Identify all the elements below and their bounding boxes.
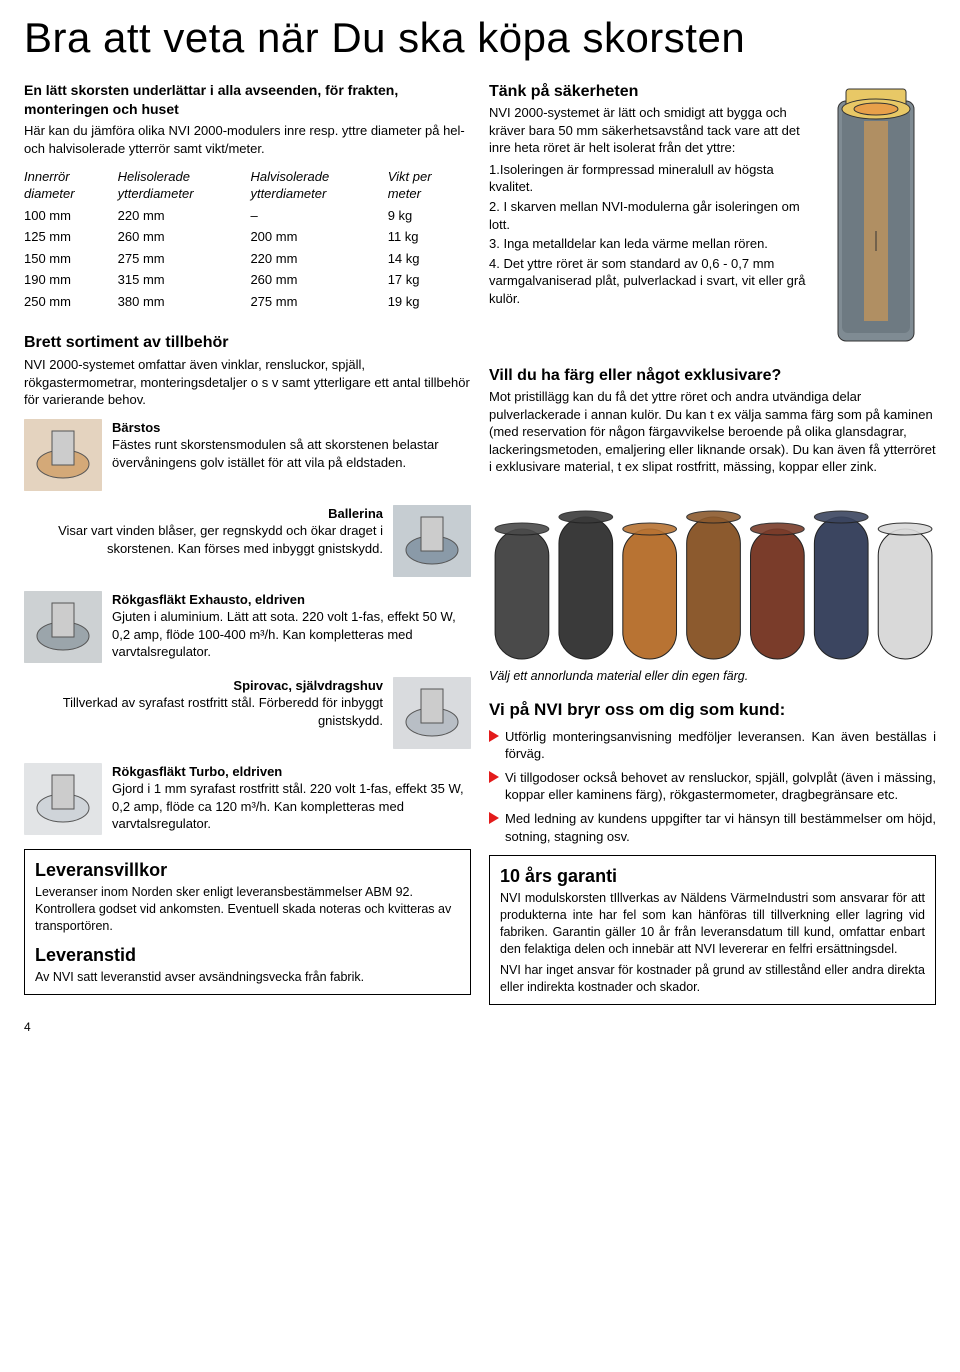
accessory-title: Spirovac, självdragshuv	[24, 677, 383, 695]
page-title: Bra att veta när Du ska köpa skorsten	[24, 10, 936, 67]
arrow-icon	[489, 771, 499, 783]
table-cell: 260 mm	[250, 269, 387, 291]
table-cell: 100 mm	[24, 205, 118, 227]
color-caption: Välj ett annorlunda material eller din e…	[489, 668, 936, 685]
warranty-p2: NVI har inget ansvar för kostnader på gr…	[500, 962, 925, 996]
page-number: 4	[24, 1019, 936, 1035]
exclusive-text: Mot pristillägg kan du få det yttre röre…	[489, 388, 936, 476]
warranty-box: 10 års garanti NVI modulskorsten tIllver…	[489, 855, 936, 1005]
accessory-title: Bärstos	[112, 419, 471, 437]
table-row: 150 mm275 mm220 mm14 kg	[24, 248, 471, 270]
table-row: 250 mm380 mm275 mm19 kg	[24, 291, 471, 313]
table-row: 100 mm220 mm–9 kg	[24, 205, 471, 227]
accessory-desc: Gjord i 1 mm syrafast rostfritt stål. 22…	[112, 780, 471, 833]
left-column: En lätt skorsten underlättar i alla avse…	[24, 81, 471, 1005]
table-cell: 250 mm	[24, 291, 118, 313]
accessory-item: Rökgasfläkt Turbo, eldrivenGjord i 1 mm …	[24, 763, 471, 835]
table-cell: 19 kg	[388, 291, 471, 313]
intro-heading: En lätt skorsten underlättar i alla avse…	[24, 81, 471, 119]
delivery-text-1: Leveranser inom Norden sker enligt lever…	[35, 884, 460, 935]
table-cell: 200 mm	[250, 226, 387, 248]
bullet-text: Med ledning av kundens uppgifter tar vi …	[505, 810, 936, 845]
right-column: Tänk på säkerheten NVI 2000-systemet är …	[489, 81, 936, 1005]
accessory-item: BärstosFästes runt skorstensmodulen så a…	[24, 419, 471, 491]
table-cell: 11 kg	[388, 226, 471, 248]
table-row: 190 mm315 mm260 mm17 kg	[24, 269, 471, 291]
accessory-title: Rökgasfläkt Exhausto, eldriven	[112, 591, 471, 609]
customer-bullet: Med ledning av kundens uppgifter tar vi …	[489, 810, 936, 845]
accessory-icon	[393, 677, 471, 749]
accessory-icon	[24, 763, 102, 835]
table-cell: 275 mm	[250, 291, 387, 313]
delivery-title-2: Leveranstid	[35, 943, 460, 967]
bullet-text: Utförlig monteringsanvisning medföljer l…	[505, 728, 936, 763]
table-cell: 9 kg	[388, 205, 471, 227]
accessory-item: BallerinaVisar vart vinden blåser, ger r…	[24, 505, 471, 577]
table-cell: 315 mm	[118, 269, 251, 291]
th-heliso: Helisolerade ytterdiameter	[118, 166, 251, 205]
safety-list-item: 1.Isoleringen är formpressad mineralull …	[489, 161, 806, 196]
table-row: 125 mm260 mm200 mm11 kg	[24, 226, 471, 248]
table-cell: 275 mm	[118, 248, 251, 270]
table-cell: 220 mm	[118, 205, 251, 227]
accessory-icon	[393, 505, 471, 577]
table-cell: 380 mm	[118, 291, 251, 313]
accessory-item: Spirovac, självdragshuvTillverkad av syr…	[24, 677, 471, 749]
accessory-title: Ballerina	[24, 505, 383, 523]
main-columns: En lätt skorsten underlättar i alla avse…	[24, 81, 936, 1005]
delivery-box: Leveransvillkor Leveranser inom Norden s…	[24, 849, 471, 995]
sortiment-text: NVI 2000-systemet omfattar även vinklar,…	[24, 356, 471, 409]
kund-title: Vi på NVI bryr oss om dig som kund:	[489, 699, 936, 722]
delivery-text-2: Av NVI satt leveranstid avser avsändning…	[35, 969, 460, 986]
arrow-icon	[489, 730, 499, 742]
intro-text: Här kan du jämföra olika NVI 2000-module…	[24, 122, 471, 157]
accessory-desc: Visar vart vinden blåser, ger regnskydd …	[24, 522, 383, 557]
accessory-desc: Gjuten i aluminium. Lätt att sota. 220 v…	[112, 608, 471, 661]
th-halviso: Halvisolerade ytterdiameter	[250, 166, 387, 205]
bullet-text: Vi tillgodoser också behovet av rensluck…	[505, 769, 936, 804]
delivery-title-1: Leveransvillkor	[35, 858, 460, 882]
warranty-p1: NVI modulskorsten tIllverkas av Näldens …	[500, 890, 925, 958]
safety-list-item: 2. I skarven mellan NVI-modulerna går is…	[489, 198, 806, 233]
exclusive-title: Vill du ha färg eller något exklusivare?	[489, 365, 936, 387]
safety-title: Tänk på säkerheten	[489, 81, 806, 103]
accessory-icon	[24, 419, 102, 491]
table-cell: 14 kg	[388, 248, 471, 270]
table-cell: 190 mm	[24, 269, 118, 291]
th-weight: Vikt per meter	[388, 166, 471, 205]
table-header-row: Innerrör diameter Helisolerade ytterdiam…	[24, 166, 471, 205]
diameter-table: Innerrör diameter Helisolerade ytterdiam…	[24, 166, 471, 313]
pipe-colors-image	[489, 484, 936, 664]
safety-list-item: 3. Inga metalldelar kan leda värme mella…	[489, 235, 806, 253]
customer-bullet: Vi tillgodoser också behovet av rensluck…	[489, 769, 936, 804]
sortiment-title: Brett sortiment av tillbehör	[24, 332, 471, 354]
table-cell: 17 kg	[388, 269, 471, 291]
accessory-desc: Fästes runt skorstensmodulen så att skor…	[112, 436, 471, 471]
warranty-title: 10 års garanti	[500, 864, 925, 888]
safety-intro: NVI 2000-systemet är lätt och smidigt at…	[489, 104, 806, 157]
customer-bullet: Utförlig monteringsanvisning medföljer l…	[489, 728, 936, 763]
th-inner: Innerrör diameter	[24, 166, 118, 205]
safety-list-item: 4. Det yttre röret är som standard av 0,…	[489, 255, 806, 308]
table-cell: 260 mm	[118, 226, 251, 248]
table-cell: 220 mm	[250, 248, 387, 270]
accessory-desc: Tillverkad av syrafast rostfritt stål. F…	[24, 694, 383, 729]
table-cell: 150 mm	[24, 248, 118, 270]
accessory-icon	[24, 591, 102, 663]
safety-section: Tänk på säkerheten NVI 2000-systemet är …	[489, 81, 936, 351]
table-cell: 125 mm	[24, 226, 118, 248]
accessory-item: Rökgasfläkt Exhausto, eldrivenGjuten i a…	[24, 591, 471, 663]
arrow-icon	[489, 812, 499, 824]
table-cell: –	[250, 205, 387, 227]
chimney-cutaway-icon	[816, 81, 936, 351]
accessory-title: Rökgasfläkt Turbo, eldriven	[112, 763, 471, 781]
